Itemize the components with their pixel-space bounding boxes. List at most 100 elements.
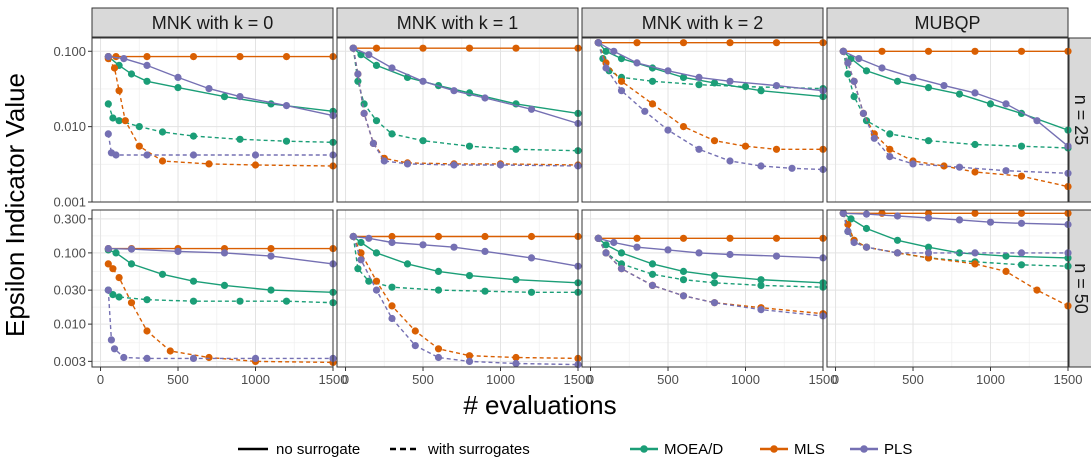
data-point [1017, 219, 1026, 227]
data-point [844, 227, 852, 235]
data-point [267, 245, 275, 253]
data-point [924, 47, 933, 55]
data-point [365, 277, 373, 285]
data-point [527, 254, 536, 262]
data-point [349, 232, 357, 241]
data-point [369, 139, 377, 147]
data-point [940, 82, 948, 90]
series-line [597, 42, 824, 92]
data-point [115, 274, 123, 282]
data-point [772, 252, 781, 260]
data-point [104, 53, 112, 61]
y-tick-label: 0.001 [53, 195, 86, 210]
data-point [710, 137, 719, 145]
data-point [710, 299, 719, 307]
data-point [955, 249, 964, 257]
panel-background [92, 210, 333, 367]
data-point [1017, 142, 1026, 150]
x-tick-label: 0 [832, 372, 839, 387]
data-point [174, 247, 182, 255]
data-point [772, 82, 781, 90]
data-point [971, 140, 979, 149]
data-point [909, 160, 917, 168]
data-point [594, 39, 602, 47]
x-axis-title: # evaluations [463, 390, 616, 420]
data-point [388, 238, 396, 247]
data-point [648, 77, 657, 85]
legend-key-point [640, 445, 648, 453]
data-point [772, 234, 781, 242]
data-point [354, 70, 362, 78]
data-point [648, 281, 657, 289]
data-point [372, 277, 381, 285]
data-point [465, 357, 474, 365]
data-point [679, 267, 688, 275]
data-point [679, 73, 688, 81]
data-point [633, 234, 641, 242]
data-point [850, 77, 858, 85]
data-point [1017, 261, 1026, 269]
data-point [236, 297, 244, 305]
data-point [617, 265, 626, 273]
data-point [955, 90, 964, 98]
data-point [695, 145, 703, 153]
data-point [862, 243, 871, 251]
data-point [450, 161, 458, 169]
data-point [205, 353, 213, 362]
series-line [842, 213, 1068, 254]
data-point [878, 64, 886, 72]
panel-background [92, 38, 333, 202]
data-point [886, 153, 894, 161]
data-point [679, 123, 688, 131]
panel-border [336, 209, 579, 368]
x-tick-label: 1500 [564, 372, 593, 387]
panel-background [827, 210, 1068, 367]
data-point [1002, 167, 1010, 175]
data-point [434, 345, 443, 353]
x-tick-label: 500 [167, 372, 189, 387]
data-point [220, 93, 229, 101]
data-point [602, 59, 610, 67]
data-point [679, 39, 688, 47]
y-tick-label: 0.010 [53, 317, 86, 332]
data-point [726, 77, 734, 85]
data-point [104, 100, 112, 108]
row-strip [1068, 37, 1091, 203]
data-point [839, 209, 847, 217]
data-point [189, 277, 198, 285]
data-point [174, 73, 182, 81]
data-point [360, 109, 368, 117]
data-point [109, 265, 117, 273]
data-point [886, 130, 894, 138]
data-point [695, 81, 703, 89]
x-tick-label: 0 [587, 372, 594, 387]
data-point [115, 87, 123, 95]
data-point [971, 47, 979, 55]
data-point [648, 260, 657, 268]
data-point [1033, 117, 1041, 125]
data-point [110, 345, 119, 353]
data-point [633, 59, 641, 67]
data-point [695, 73, 703, 81]
data-point [847, 215, 855, 223]
series-line [353, 47, 579, 125]
data-point [120, 55, 128, 63]
data-point [893, 77, 902, 85]
panel [91, 209, 337, 368]
data-point [664, 246, 672, 254]
data-point [135, 123, 143, 131]
data-point [855, 55, 863, 63]
data-point [695, 249, 703, 257]
x-tick-label: 0 [342, 372, 349, 387]
series-line [842, 213, 1069, 307]
data-point [986, 100, 995, 108]
panel-border [826, 209, 1069, 368]
data-point [205, 160, 213, 168]
panel-border [581, 209, 824, 368]
x-tick-label: 500 [412, 372, 434, 387]
y-tick-label: 0.100 [53, 245, 86, 260]
data-point [1002, 252, 1010, 260]
data-point [251, 354, 260, 362]
data-point [388, 314, 396, 323]
row-label: n = 50 [1071, 263, 1091, 314]
